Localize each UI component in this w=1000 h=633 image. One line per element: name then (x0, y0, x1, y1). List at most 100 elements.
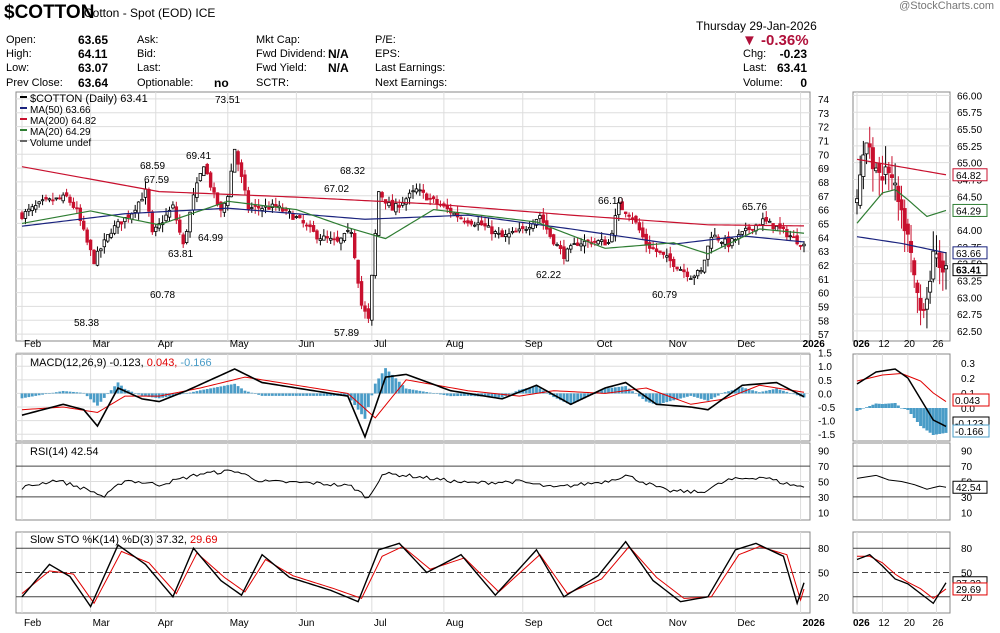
zoom-macd-hist (912, 408, 916, 418)
macd-histogram-bar (75, 392, 79, 394)
macd-histogram-bar (284, 393, 288, 396)
macd-histogram-bar (785, 391, 789, 394)
candle-body (792, 236, 796, 239)
macd-histogram-bar (466, 393, 470, 396)
candle-body (150, 211, 155, 233)
candle-body (304, 224, 309, 227)
zoom-sto-y-tick-0: 80 (961, 544, 973, 555)
candle-body (743, 227, 748, 232)
price-y-tick-1: 58 (818, 316, 830, 327)
macd-histogram-bar (679, 393, 682, 399)
zoom-candle-body (921, 308, 926, 311)
candle-body (85, 229, 89, 243)
candle-body (802, 243, 806, 247)
candle-body (479, 220, 484, 226)
macd-histogram-bar (222, 385, 226, 394)
quote_left-value-2: 63.07 (78, 61, 109, 75)
macd-histogram-bar (219, 386, 223, 394)
macd-histogram-bar (716, 393, 720, 396)
macd-histogram-bar (229, 384, 233, 394)
candle-body (387, 202, 391, 207)
macd-histogram-bar (27, 393, 31, 398)
zoom-macd-hist (880, 404, 884, 408)
candle-body (764, 217, 768, 222)
macd-histogram-bar (665, 393, 669, 403)
price-y-tick-14: 71 (818, 136, 830, 147)
macd-histogram-bar (294, 393, 298, 396)
candle-body (71, 201, 76, 208)
candle-body (514, 230, 518, 233)
macd-title-part-0: MACD(12,26,9) -0.123, (30, 357, 147, 369)
sto-k-line (21, 540, 805, 608)
zoom-y-tick-2: 65.50 (957, 125, 982, 136)
zoom-sto-y-tick-1: 50 (961, 569, 973, 580)
zoom-candle-body (864, 142, 869, 155)
candle-body (404, 198, 408, 205)
zoom-candle-body (931, 250, 936, 280)
candle-body (37, 201, 41, 205)
macd-histogram-bar (318, 393, 322, 396)
price-annotation-3: 60.78 (150, 290, 175, 301)
candle-body (270, 203, 275, 208)
candle-body (116, 221, 120, 228)
candle-body (541, 214, 546, 223)
zoom-candle-body (905, 223, 910, 235)
macd-histogram-bar (583, 393, 586, 399)
candle-body (370, 274, 374, 321)
x-tick-label-1-7: Sep (525, 618, 543, 629)
candle-body (462, 220, 467, 223)
candle-body (582, 240, 587, 247)
candle-body (524, 228, 528, 231)
macd-histogram-bar (288, 393, 291, 396)
candle-body (517, 228, 522, 232)
x-tick-label-0-9: Nov (669, 339, 687, 350)
macd-histogram-bar (78, 392, 82, 394)
macd-histogram-bar (89, 393, 92, 400)
candle-body (785, 229, 789, 238)
macd-histogram-bar (346, 393, 350, 396)
candle-body (61, 194, 65, 202)
macd-histogram-bar (425, 392, 429, 394)
quote_left-label-2: Low: (6, 62, 30, 74)
sto-title-part-0: Slow STO %K(14) %D(3) 37.32, (30, 534, 190, 546)
legend-entry-2: MA(200) 64.82 (30, 116, 97, 127)
macd-y-tick-3: 0.0 (818, 389, 832, 400)
macd-histogram-bar (421, 391, 425, 394)
macd-histogram-bar (775, 388, 778, 394)
macd-histogram-bar (559, 393, 562, 401)
zoom-x-tick-1-2: 20 (904, 618, 916, 629)
quote_mid2-value-2: N/A (328, 61, 349, 75)
candle-body (709, 236, 714, 249)
x-tick-label-0-5: Jul (374, 339, 387, 350)
candle-body (774, 225, 779, 231)
legend-swatch-3 (20, 129, 27, 131)
candle-body (603, 239, 607, 246)
legend-entry-4: Volume undef (30, 138, 91, 149)
x-tick-label-0-11: 2026 (803, 339, 826, 350)
candle-body (154, 226, 158, 232)
zoom-macd-hist (893, 403, 897, 408)
candle-body (51, 199, 55, 202)
price-annotation-13: 60.79 (652, 290, 677, 301)
zoom-y-tick-14: 62.50 (957, 327, 982, 338)
macd-histogram-bar (613, 387, 617, 394)
candle-body (215, 192, 220, 206)
macd-line (21, 368, 805, 440)
zoom-y-tick-11: 63.25 (957, 276, 982, 287)
zoom-value-tag-box-3 (952, 263, 988, 277)
zoom-y-tick-13: 62.75 (957, 310, 982, 321)
macd-histogram-bar (703, 393, 706, 400)
macd-histogram-bar (692, 393, 696, 397)
zoom-macd-hist (874, 403, 878, 408)
candle-body (339, 237, 343, 244)
zoom-x-tick-1-3: 26 (932, 618, 944, 629)
candle-body (136, 201, 141, 214)
candle-body (287, 211, 292, 213)
macd-histogram-bar (308, 393, 312, 396)
macd-histogram-bar (92, 393, 96, 403)
macd-y-tick-4: -0.5 (818, 403, 836, 414)
macd-histogram-bar (267, 393, 271, 396)
zoom-x-tick-0-2: 20 (904, 339, 916, 350)
zoom-y-tick-3: 65.25 (957, 142, 982, 153)
macd-histogram-bar (394, 378, 398, 394)
